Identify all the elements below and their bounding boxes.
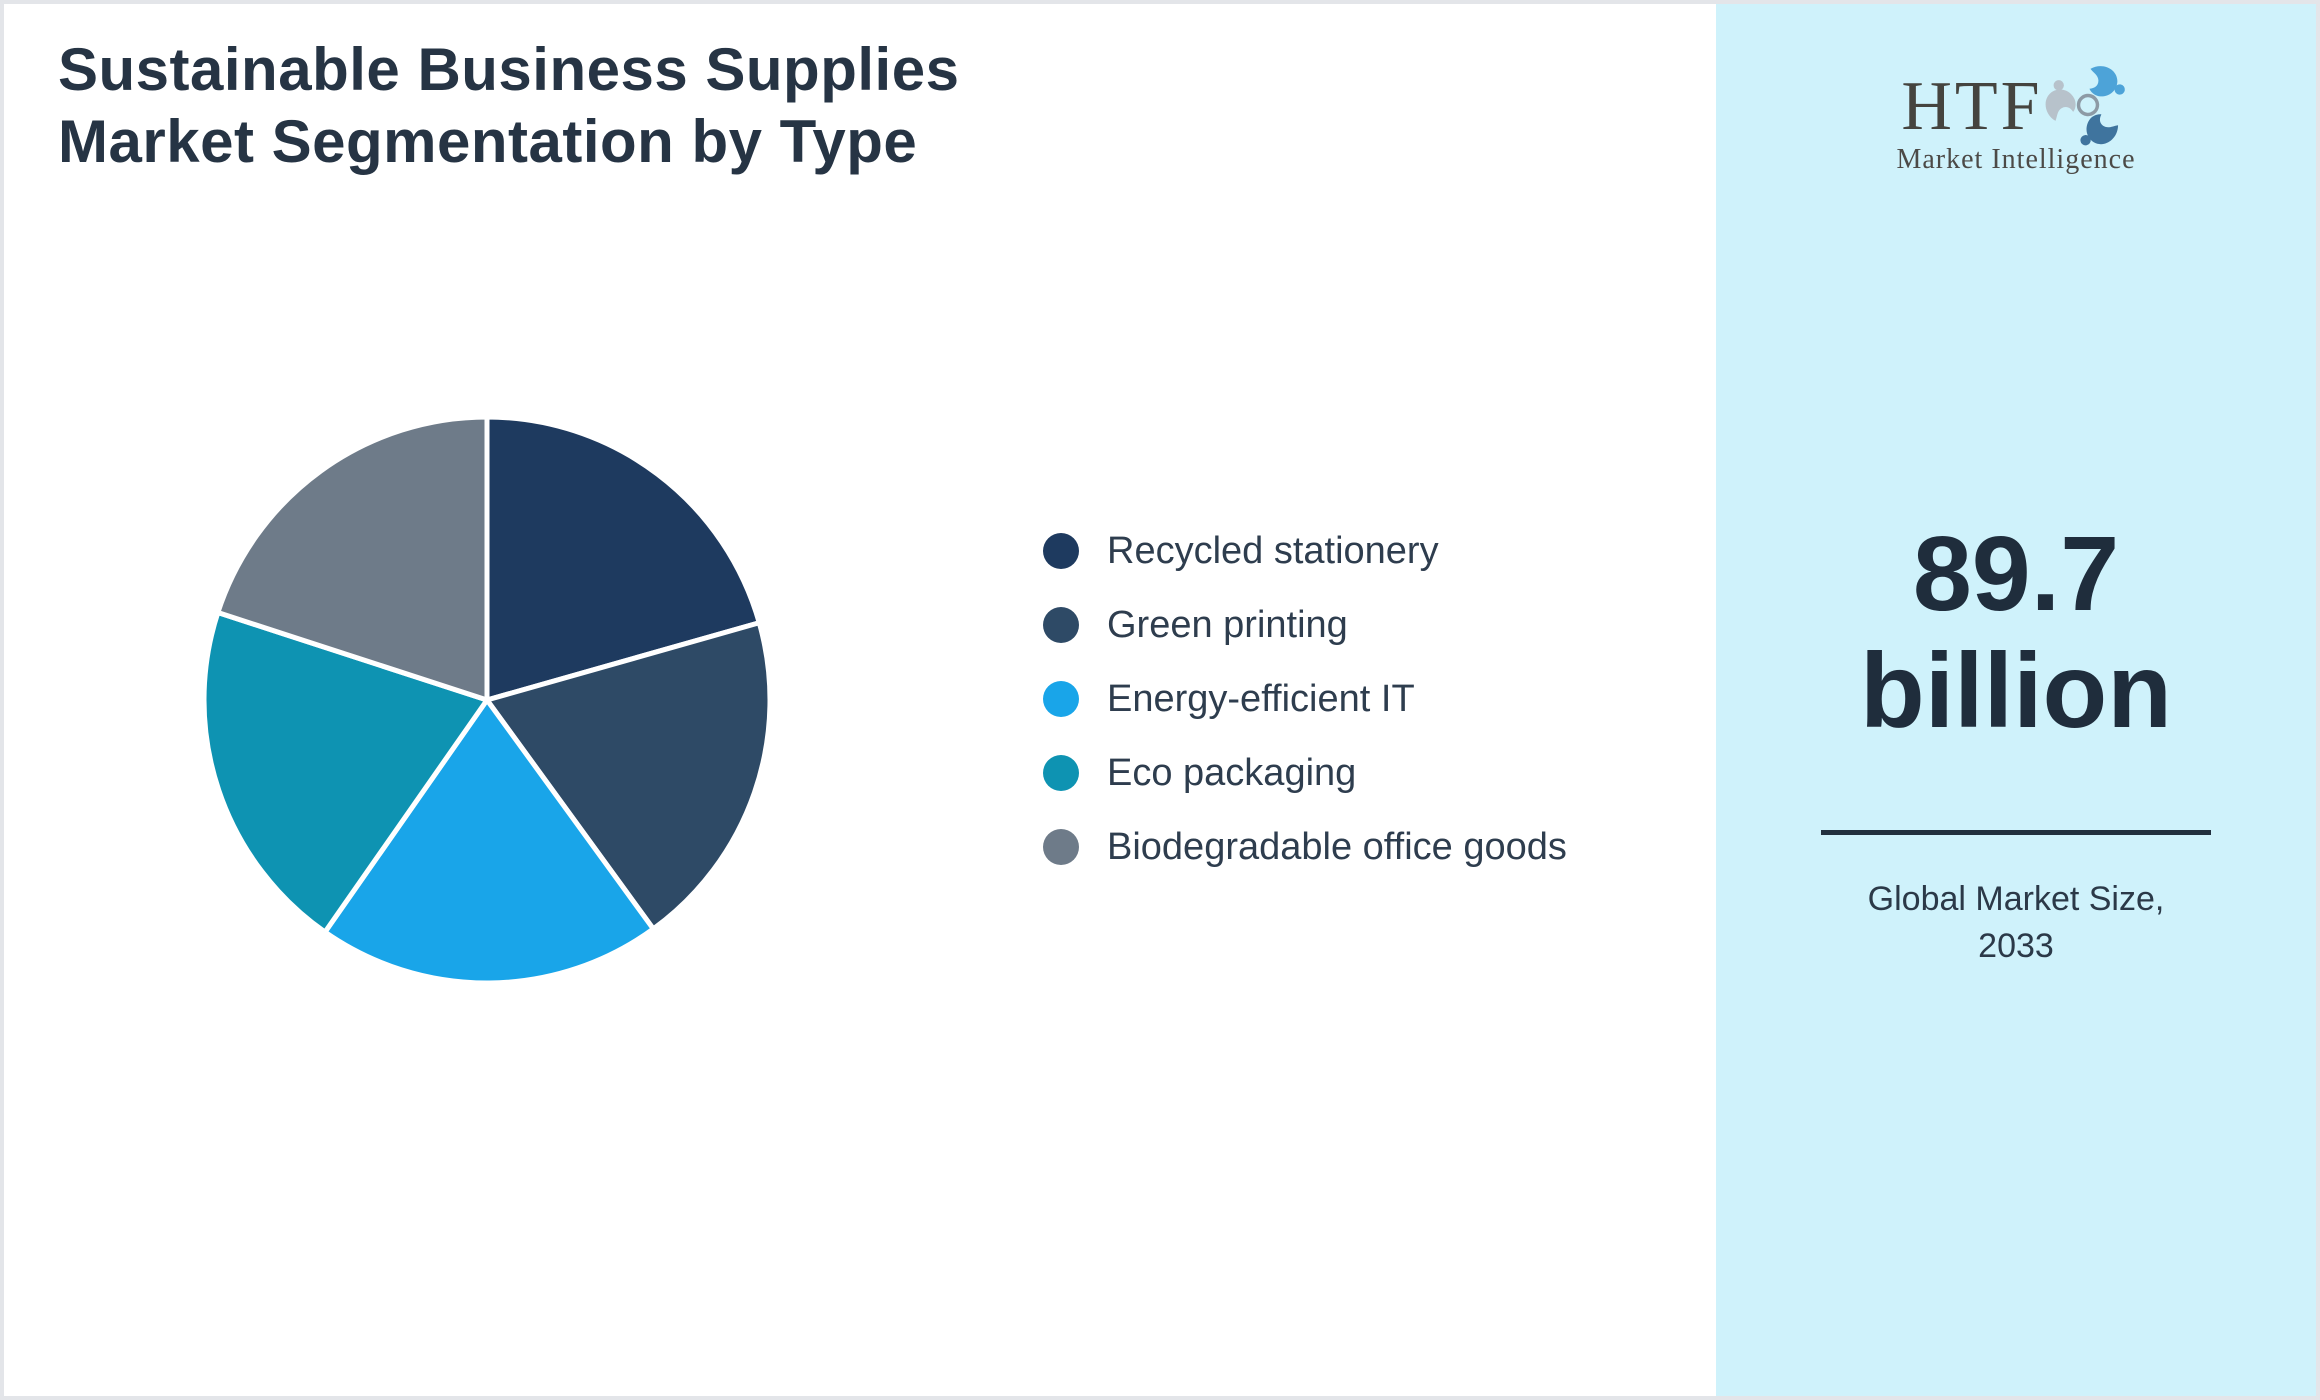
pie-slice-biodegradable-office-goods [215, 414, 490, 703]
brand-logo: HTF [1716, 66, 2316, 176]
stat-divider [1821, 830, 2211, 835]
pie-chart [201, 414, 773, 986]
stat-caption: Global Market Size, 2033 [1867, 880, 2165, 965]
legend-label: Green printing [1107, 603, 1348, 646]
dolphin-swirl-icon [2045, 66, 2125, 146]
logo-text: HTF [1901, 68, 2043, 145]
legend-item: Recycled stationery [1043, 514, 1567, 588]
side-panel: HTF [1716, 4, 2316, 1396]
legend-item: Eco packaging [1043, 736, 1567, 810]
legend-swatch-icon [1043, 755, 1079, 791]
legend-swatch-icon [1043, 829, 1079, 865]
legend-swatch-icon [1043, 607, 1079, 643]
pie-slice-eco-packaging [201, 610, 490, 935]
legend-swatch-icon [1043, 681, 1079, 717]
logo-subtitle: Market Intelligence [1896, 144, 2136, 175]
legend-label: Energy-efficient IT [1107, 677, 1415, 720]
pie-slice-energy-efficient-it [322, 697, 656, 986]
stat-value: 89.7 billion [1859, 515, 2173, 750]
legend-label: Recycled stationery [1107, 529, 1439, 572]
pie-slice-recycled-stationery [484, 414, 762, 703]
pie-slice-green-printing [484, 620, 773, 932]
page-title: Sustainable Business Supplies Market Seg… [58, 36, 960, 175]
infographic-card: Sustainable Business Supplies Market Seg… [4, 4, 2316, 1396]
legend-label: Biodegradable office goods [1107, 825, 1567, 868]
legend-label: Eco packaging [1107, 751, 1357, 794]
legend-item: Energy-efficient IT [1043, 662, 1567, 736]
legend-item: Biodegradable office goods [1043, 810, 1567, 884]
legend: Recycled stationery Green printing Energy-… [1043, 514, 1567, 884]
legend-swatch-icon [1043, 533, 1079, 569]
legend-item: Green printing [1043, 588, 1567, 662]
